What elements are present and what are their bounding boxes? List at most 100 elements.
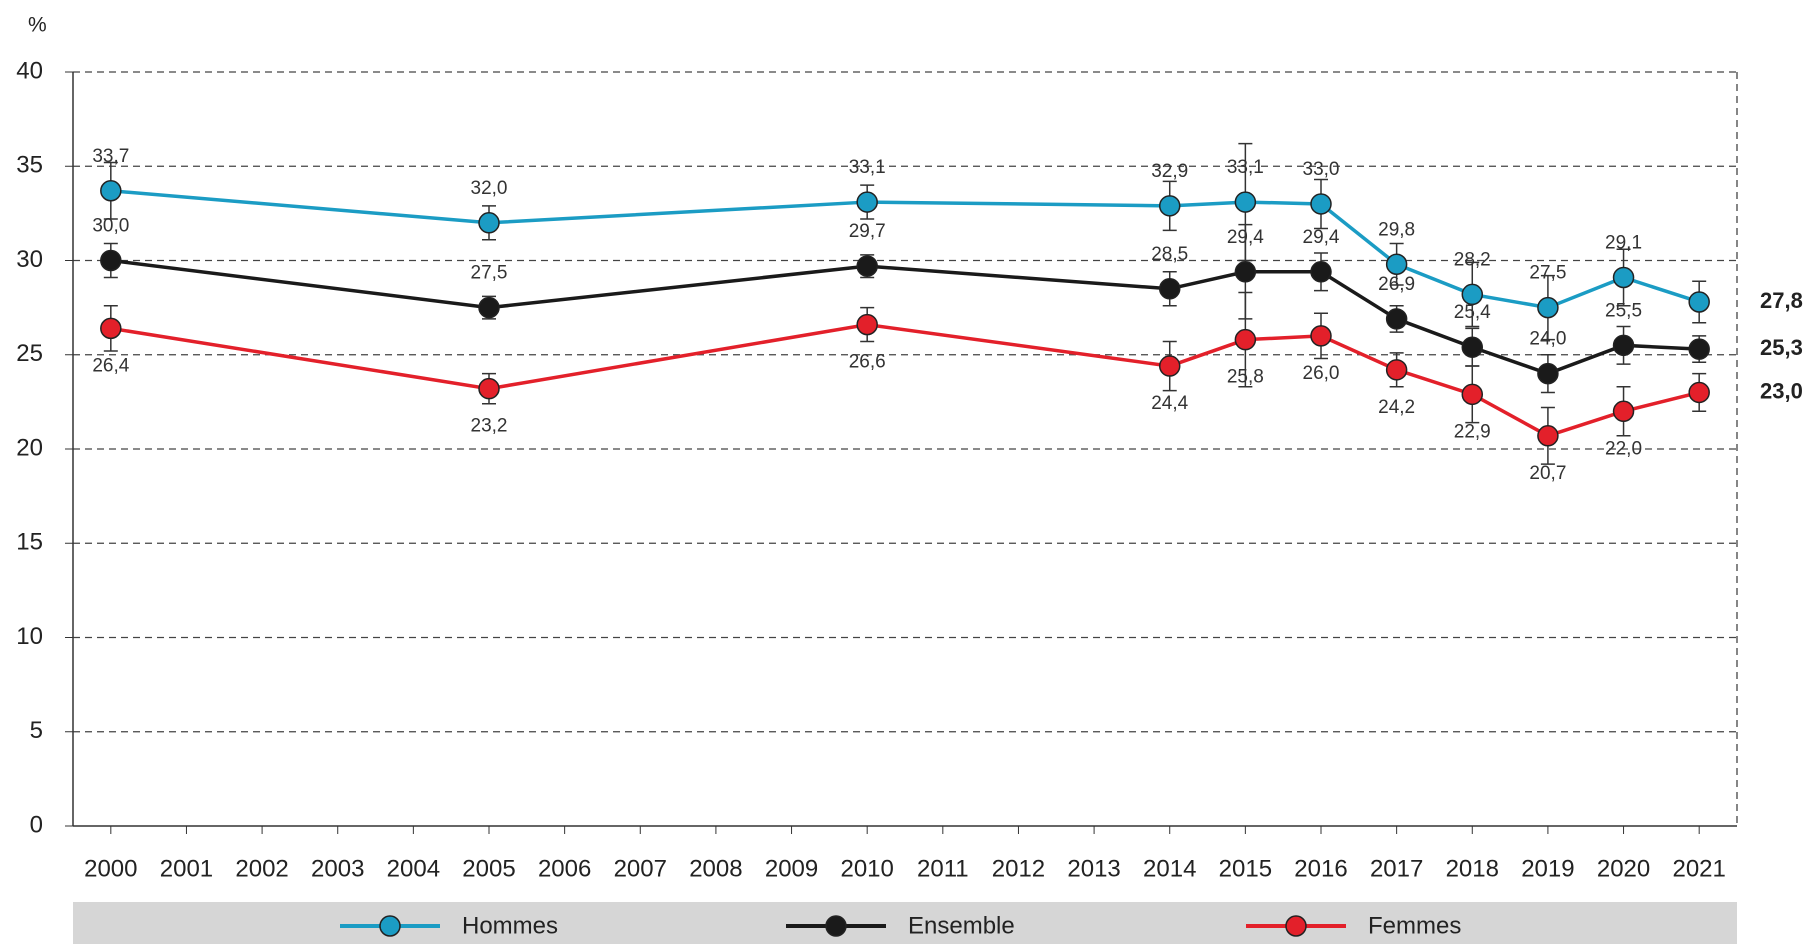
value-label: 33,1 [849, 157, 886, 178]
data-point [1234, 261, 1257, 283]
value-label: 27,5 [471, 263, 508, 284]
data-point [100, 249, 122, 272]
value-label: 32,9 [1151, 161, 1188, 182]
end-value-label: 27,8 [1760, 288, 1803, 313]
value-label: 25,5 [1605, 300, 1642, 321]
data-point [1537, 425, 1559, 447]
data-point [478, 377, 500, 400]
data-point [1612, 266, 1635, 289]
legend-label: Hommes [462, 912, 558, 939]
value-label: 26,4 [92, 355, 129, 376]
x-tick-label: 2011 [917, 855, 969, 882]
data-point [1537, 296, 1559, 319]
value-label: 26,0 [1303, 363, 1340, 384]
y-tick-label: 25 [16, 340, 43, 367]
x-tick-label: 2009 [765, 855, 818, 882]
legend-label: Femmes [1368, 912, 1461, 939]
y-tick-label: 15 [16, 529, 43, 556]
data-point [1537, 362, 1559, 385]
value-label: 30,0 [92, 216, 129, 237]
data-point [1385, 308, 1408, 330]
data-point [1612, 400, 1635, 423]
y-tick-label: 10 [16, 623, 43, 650]
data-point [1461, 283, 1484, 306]
x-tick-label: 2010 [840, 855, 893, 882]
x-tick-label: 2004 [387, 855, 440, 882]
y-tick-label: 5 [30, 717, 43, 744]
y-tick-label: 20 [16, 434, 43, 461]
value-label: 24,0 [1529, 329, 1566, 350]
x-tick-label: 2015 [1219, 855, 1272, 882]
data-point [1158, 355, 1181, 377]
data-point [478, 296, 500, 319]
data-point [1688, 338, 1710, 360]
x-tick-label: 2014 [1143, 855, 1196, 882]
data-point [856, 313, 878, 336]
value-label: 24,2 [1378, 397, 1415, 418]
value-label: 29,1 [1605, 232, 1642, 253]
x-tick-label: 2016 [1294, 855, 1347, 882]
value-label: 22,0 [1605, 438, 1642, 459]
value-label: 28,5 [1151, 244, 1188, 265]
x-tick-label: 2020 [1597, 855, 1650, 882]
data-point [1158, 195, 1181, 217]
data-point [1385, 359, 1408, 381]
value-label: 28,2 [1454, 249, 1491, 270]
x-tick-label: 2005 [462, 855, 515, 882]
value-label: 29,4 [1303, 227, 1340, 248]
end-value-label: 23,0 [1760, 378, 1803, 403]
value-label: 29,4 [1227, 227, 1264, 248]
x-tick-label: 2012 [992, 855, 1045, 882]
x-tick-label: 2017 [1370, 855, 1423, 882]
data-point [1310, 193, 1332, 215]
x-tick-label: 2003 [311, 855, 364, 882]
x-tick-label: 2001 [160, 855, 213, 882]
value-label: 20,7 [1529, 463, 1566, 484]
value-label: 33,1 [1227, 157, 1264, 178]
value-label: 32,0 [471, 178, 508, 199]
data-point [1688, 291, 1710, 313]
value-label: 29,8 [1378, 219, 1415, 240]
value-label: 24,4 [1151, 393, 1188, 414]
value-label: 29,7 [849, 221, 886, 242]
value-label: 27,5 [1529, 263, 1566, 284]
x-tick-label: 2019 [1521, 855, 1574, 882]
y-tick-label: 35 [16, 152, 43, 179]
data-point [1158, 278, 1181, 300]
data-point [1310, 261, 1332, 283]
value-label: 22,9 [1454, 421, 1491, 442]
data-point [1234, 328, 1257, 351]
data-point [100, 180, 122, 202]
x-tick-label: 2021 [1672, 855, 1725, 882]
y-axis-label: % [28, 14, 47, 37]
x-tick-label: 2007 [614, 855, 667, 882]
legend-bar [73, 902, 1737, 944]
legend-marker [379, 915, 401, 937]
legend-marker [1285, 915, 1307, 937]
value-label: 33,7 [92, 146, 129, 167]
value-label: 23,2 [471, 416, 508, 437]
data-point [1234, 191, 1257, 213]
data-point [100, 317, 122, 340]
value-label: 26,9 [1378, 274, 1415, 295]
x-tick-label: 2013 [1067, 855, 1120, 882]
x-tick-label: 2008 [689, 855, 742, 882]
legend-label: Ensemble [908, 912, 1015, 939]
data-point [1385, 253, 1408, 276]
x-tick-label: 2018 [1446, 855, 1499, 882]
value-label: 25,4 [1454, 302, 1491, 323]
end-value-label: 25,3 [1760, 335, 1803, 360]
data-point [1461, 336, 1484, 358]
data-point [1310, 325, 1332, 347]
y-tick-label: 40 [16, 57, 43, 84]
legend-marker [825, 915, 847, 937]
value-label: 25,8 [1227, 367, 1264, 388]
data-point [1688, 381, 1710, 404]
x-tick-label: 2000 [84, 855, 137, 882]
value-label: 26,6 [849, 352, 886, 373]
value-label: 33,0 [1303, 159, 1340, 180]
x-tick-label: 2006 [538, 855, 591, 882]
data-point [856, 191, 878, 213]
data-point [478, 212, 500, 234]
